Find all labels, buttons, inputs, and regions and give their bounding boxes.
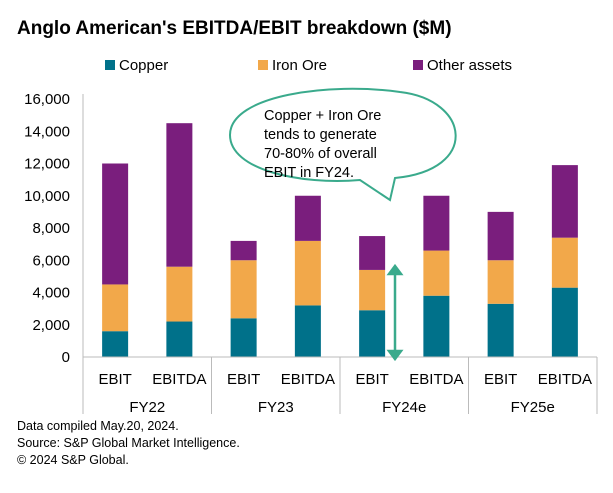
x-tick-label: EBITDA [409, 371, 463, 388]
footer-copyright: © 2024 S&P Global. [17, 453, 129, 467]
double-arrow-icon [386, 263, 404, 362]
group-label: FY25e [511, 399, 555, 416]
bar-iron-ore [102, 284, 129, 332]
x-tick-label: EBITDA [538, 371, 592, 388]
bar-other-assets [423, 195, 450, 251]
y-tick-label: 8,000 [32, 220, 70, 237]
bar-copper [166, 321, 193, 357]
legend-label: Copper [119, 57, 168, 74]
x-tick-label: EBIT [98, 371, 131, 388]
footer-date: Data compiled May.20, 2024. [17, 419, 179, 433]
y-tick-label: 14,000 [24, 123, 70, 140]
y-tick-label: 10,000 [24, 188, 70, 205]
y-tick-label: 12,000 [24, 156, 70, 173]
y-tick-label: 0 [62, 349, 70, 366]
y-axis: 0 2,000 4,000 6,000 8,000 10,000 12,000 14,000 1… [24, 91, 84, 366]
bar-copper [294, 305, 321, 357]
annotation-line: EBIT in FY24. [264, 165, 354, 181]
x-tick-label: EBITDA [281, 371, 335, 388]
bar-other-assets [294, 195, 321, 241]
bar-iron-ore [359, 269, 386, 311]
bar-other-assets [166, 123, 193, 267]
bar-copper [102, 331, 129, 357]
y-tick-label: 4,000 [32, 285, 70, 302]
legend: Copper Iron Ore Other assets [105, 57, 512, 74]
x-tick-label: EBIT [355, 371, 388, 388]
annotation-line: Copper + Iron Ore [264, 108, 381, 124]
chart-title: Anglo American's EBITDA/EBIT breakdown (… [17, 18, 452, 39]
bar-iron-ore [551, 237, 578, 288]
legend-swatch [105, 60, 115, 70]
bar-other-assets [230, 240, 257, 261]
x-tick-label: EBIT [227, 371, 260, 388]
annotation-line: tends to generate [264, 127, 377, 143]
bar-iron-ore [423, 250, 450, 296]
legend-swatch [258, 60, 268, 70]
bars [102, 123, 578, 357]
bar-other-assets [102, 163, 129, 285]
bar-other-assets [359, 236, 386, 270]
x-tick-label: EBIT [484, 371, 517, 388]
bar-iron-ore [166, 266, 193, 322]
y-tick-label: 16,000 [24, 91, 70, 108]
group-label: FY22 [129, 399, 165, 416]
footer: Data compiled May.20, 2024. Source: S&P … [17, 418, 240, 469]
annotation-line: 70-80% of overall [264, 146, 377, 162]
x-axis: EBIT EBITDA EBIT EBITDA EBIT EBITDA EBIT EBITDA… [82, 356, 598, 416]
bar-copper [230, 318, 257, 357]
bar-other-assets [551, 165, 578, 238]
bar-iron-ore [487, 260, 514, 304]
legend-label: Other assets [427, 57, 512, 74]
legend-label: Iron Ore [272, 57, 327, 74]
bar-copper [487, 303, 514, 357]
y-tick-label: 6,000 [32, 252, 70, 269]
group-label: FY23 [258, 399, 294, 416]
bar-iron-ore [230, 260, 257, 319]
bar-iron-ore [294, 240, 321, 306]
bar-copper [423, 295, 450, 357]
group-label: FY24e [382, 399, 426, 416]
speech-bubble [228, 87, 457, 202]
legend-swatch [413, 60, 423, 70]
bar-other-assets [487, 211, 514, 261]
bar-copper [359, 310, 386, 357]
x-tick-label: EBITDA [152, 371, 206, 388]
footer-source: Source: S&P Global Market Intelligence. [17, 436, 240, 450]
y-tick-label: 2,000 [32, 317, 70, 334]
bar-copper [551, 287, 578, 357]
annotation: Copper + Iron Ore tends to generate 70-80%… [228, 87, 457, 362]
